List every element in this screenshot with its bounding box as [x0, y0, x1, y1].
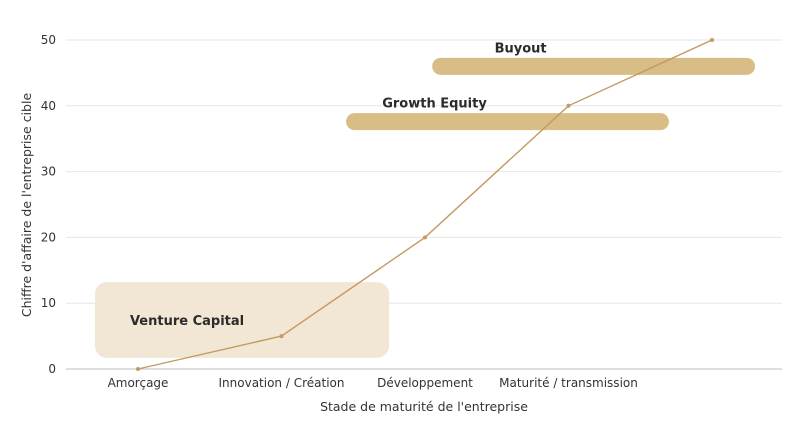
- grid-layer: [66, 39, 782, 304]
- y-tick-label: 0: [48, 362, 56, 376]
- data-point: [710, 38, 714, 42]
- band-venture-capital: [94, 282, 390, 358]
- band-buyout: [432, 57, 756, 75]
- series-layer: [136, 38, 714, 371]
- x-tick-label: Amorçage: [108, 376, 169, 390]
- band-label-venture-capital: Venture Capital: [130, 314, 244, 329]
- x-tick-label: Innovation / Création: [219, 376, 345, 390]
- band-growth-equity-label: Growth Equity: [382, 97, 487, 112]
- y-tick-label: 50: [41, 33, 56, 47]
- x-axis-title: Stade de maturité de l'entreprise: [320, 399, 528, 414]
- band-layer: [94, 57, 756, 358]
- data-point: [136, 367, 140, 371]
- x-tick-label: Développement: [377, 376, 473, 390]
- band-buyout-label: Buyout: [495, 41, 547, 56]
- label-layer: 0 10 20 30 40 50 Amorçage Innovation / Création…: [41, 33, 638, 390]
- x-tick-label: Maturité / transmission: [499, 376, 638, 390]
- y-tick-label: 10: [41, 296, 56, 310]
- band-growth-equity: [346, 113, 669, 131]
- y-tick-label: 20: [41, 230, 56, 244]
- y-tick-label: 30: [41, 165, 56, 179]
- data-point: [566, 103, 571, 108]
- y-tick-label: 40: [41, 99, 56, 113]
- data-point: [279, 334, 284, 339]
- data-point: [423, 235, 427, 240]
- y-axis-title: Chiffre d'affaire de l'entreprise cible: [19, 93, 34, 318]
